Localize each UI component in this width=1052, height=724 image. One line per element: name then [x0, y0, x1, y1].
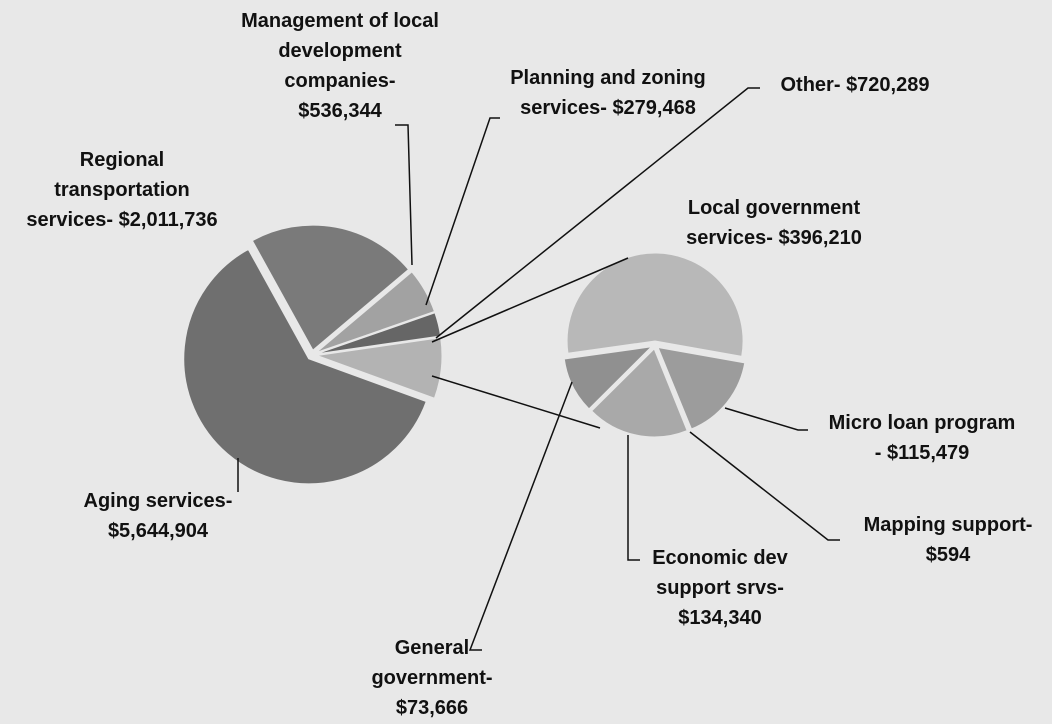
data-label: General government- $73,666: [362, 633, 502, 723]
data-label: Planning and zoning services- $279,468: [493, 63, 723, 123]
pie-slice: [656, 348, 691, 431]
category-label: General government-: [371, 637, 493, 689]
pie-slice: [316, 271, 436, 353]
leader-line: [425, 117, 500, 306]
pie-slice: [316, 312, 442, 355]
category-label: Other-: [780, 74, 841, 96]
value-label: $2,011,736: [118, 209, 218, 231]
data-label: Economic dev support srvs- $134,340: [640, 543, 800, 633]
connector-line: [431, 257, 629, 343]
leader-line: [468, 381, 573, 651]
data-label: Micro loan program - $115,479: [807, 408, 1037, 468]
data-label: Management of local development companie…: [230, 6, 450, 126]
category-label: Economic dev support srvs-: [652, 547, 788, 599]
pie-slice: [566, 252, 744, 357]
leader-line: [395, 124, 413, 266]
value-label: - $115,479: [874, 442, 970, 464]
value-label: $73,666: [395, 697, 469, 719]
data-label: Mapping support- $594: [838, 510, 1052, 570]
category-label: Aging services-: [83, 490, 233, 512]
data-label: Aging services- $5,644,904: [73, 486, 243, 546]
leader-line: [435, 87, 760, 339]
category-label: Planning and zoning services-: [510, 67, 706, 119]
category-label: Local government services-: [686, 197, 861, 249]
pie-slice: [251, 224, 410, 351]
value-label: $396,210: [778, 227, 862, 249]
category-label: Mapping support-: [863, 514, 1033, 536]
value-label: $720,289: [846, 74, 930, 96]
value-label: $134,340: [678, 607, 762, 629]
data-label: Regional transportation services- $2,011…: [17, 145, 227, 235]
data-label: Other- $720,289: [745, 70, 965, 100]
category-label: Micro loan program: [828, 412, 1016, 434]
pie-slice: [563, 346, 653, 410]
leader-line: [627, 435, 640, 561]
value-label: $594: [925, 544, 971, 566]
value-label: $536,344: [298, 100, 382, 122]
data-label: Local government services- $396,210: [659, 193, 889, 253]
category-label: Management of local development companie…: [241, 10, 439, 92]
pie-slice: [657, 346, 746, 430]
connector-line: [431, 375, 601, 429]
category-label: Regional transportation services-: [26, 149, 190, 231]
value-label: $279,468: [612, 97, 696, 119]
pie-slice: [183, 248, 427, 485]
value-label: $5,644,904: [107, 520, 209, 542]
leader-line: [724, 407, 808, 431]
leader-line: [689, 431, 840, 541]
pie-slice: [591, 348, 688, 438]
